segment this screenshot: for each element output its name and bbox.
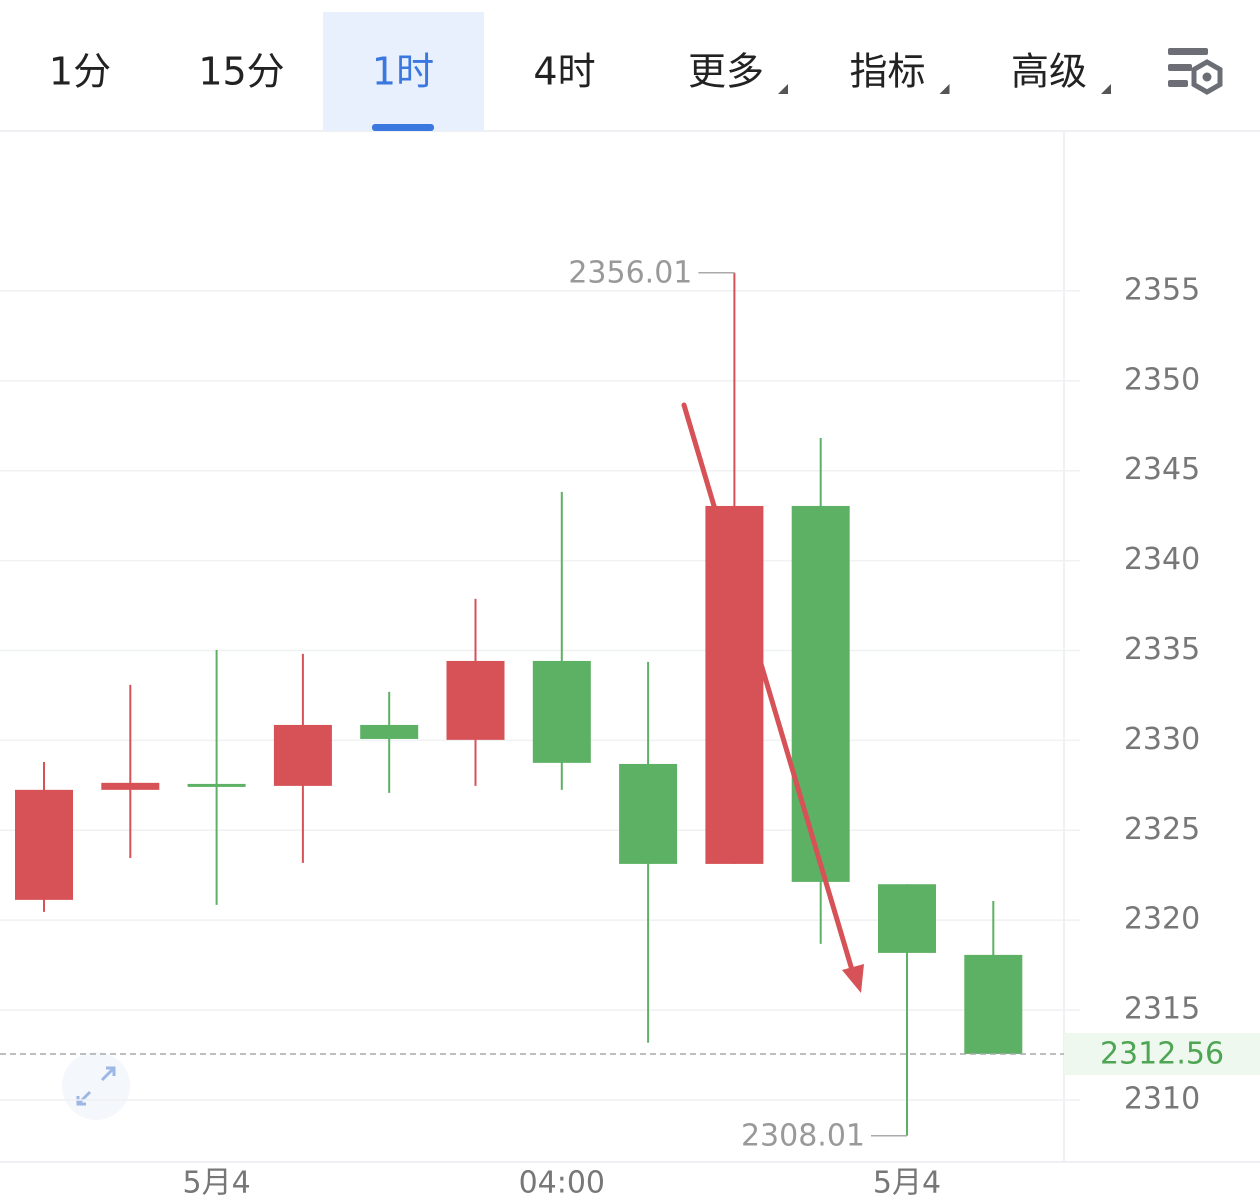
expand-bg xyxy=(62,1052,130,1120)
candle-body xyxy=(532,660,591,763)
icon-hex xyxy=(1191,59,1223,95)
y-tick-label: 2320 xyxy=(1124,902,1200,937)
candle-body xyxy=(15,789,73,900)
annotation-arrow xyxy=(681,402,858,983)
tab-label: 15分 xyxy=(198,50,284,94)
expand-button[interactable] xyxy=(62,1052,130,1120)
tab-label: 4时 xyxy=(533,50,595,94)
candle-body xyxy=(964,954,1023,1054)
candle-body xyxy=(273,724,332,786)
tab-label: 高级 xyxy=(1011,50,1087,94)
tab-label: 1分 xyxy=(49,50,111,94)
expand-arrows xyxy=(76,1066,116,1106)
x-tick-label: 04:00 xyxy=(519,1166,605,1201)
candle-body xyxy=(187,783,246,787)
tab[interactable]: 15分 xyxy=(198,50,284,94)
y-tick-label: 2330 xyxy=(1124,722,1200,757)
y-tick-label: 2355 xyxy=(1124,272,1200,307)
candle-body xyxy=(619,763,678,864)
y-tick-label: 2310 xyxy=(1124,1081,1200,1116)
candle-body xyxy=(791,505,850,882)
tab[interactable]: 更多 xyxy=(688,50,788,95)
candle-body xyxy=(360,724,419,739)
dropdown-caret xyxy=(939,84,950,94)
candle-body xyxy=(446,660,505,740)
low-label: 2308.01 xyxy=(741,1118,865,1153)
icon-bar xyxy=(1168,64,1192,71)
tab-label: 更多 xyxy=(688,50,764,94)
settings-icon[interactable] xyxy=(1168,48,1223,95)
tab[interactable]: 4时 xyxy=(533,50,595,94)
tab-label: 1时 xyxy=(372,50,434,94)
y-tick-label: 2325 xyxy=(1124,812,1200,847)
y-tick-label: 2340 xyxy=(1124,542,1200,577)
candle-body xyxy=(705,505,764,864)
annotation-arrowhead xyxy=(842,964,864,993)
tab[interactable]: 1分 xyxy=(49,50,111,94)
icon-bar xyxy=(1168,80,1188,87)
tab[interactable]: 指标 xyxy=(849,50,950,95)
last-price-bg xyxy=(1064,1032,1260,1075)
dropdown-caret xyxy=(778,84,788,94)
y-tick-label: 2335 xyxy=(1124,632,1200,667)
tab-active-indicator xyxy=(372,124,434,131)
y-tick-label: 2350 xyxy=(1124,362,1200,397)
x-tick-label: 5月4 xyxy=(873,1166,941,1201)
tab-active-bg xyxy=(323,12,484,131)
y-tick-label: 2315 xyxy=(1124,992,1200,1027)
last-price-label: 2312.56 xyxy=(1100,1036,1224,1071)
tab[interactable]: 1时 xyxy=(323,12,484,131)
tab-label: 指标 xyxy=(849,50,925,94)
candle-body xyxy=(878,884,936,953)
icon-bar xyxy=(1168,48,1208,55)
dropdown-caret xyxy=(1101,84,1111,94)
x-tick-label: 5月4 xyxy=(183,1166,251,1201)
high-label: 2356.01 xyxy=(568,255,692,290)
tab[interactable]: 高级 xyxy=(1011,50,1111,95)
icon-dot xyxy=(1202,72,1212,82)
candle-body xyxy=(101,782,160,790)
y-tick-label: 2345 xyxy=(1124,452,1200,487)
